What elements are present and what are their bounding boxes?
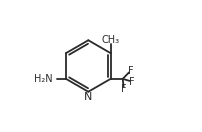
Text: H₂N: H₂N xyxy=(34,74,53,84)
Text: F: F xyxy=(128,77,134,86)
Text: N: N xyxy=(84,92,92,102)
Text: F: F xyxy=(120,84,126,94)
Text: F: F xyxy=(127,66,133,76)
Text: CH₃: CH₃ xyxy=(101,35,119,45)
